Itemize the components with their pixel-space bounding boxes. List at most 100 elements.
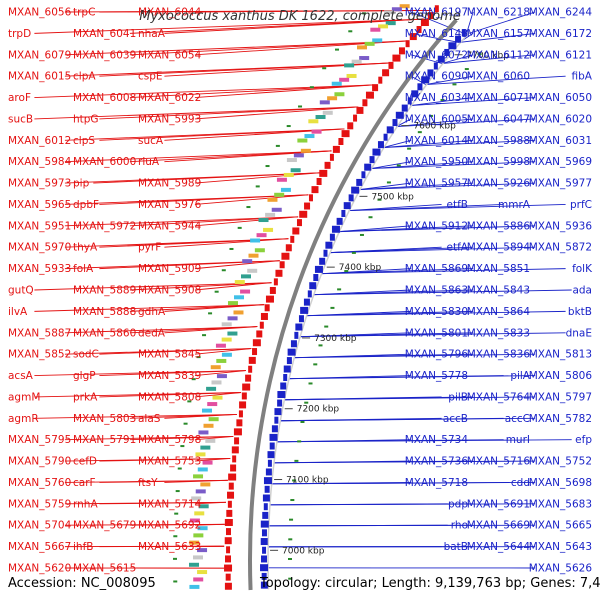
- forward-leader-line: [164, 414, 237, 419]
- marker-tick: [359, 233, 364, 236]
- forward-gene-arrow: [308, 194, 313, 202]
- reverse-gene-arrow: [433, 62, 438, 70]
- reverse-gene-label: MXAN_5864: [467, 306, 531, 318]
- annotation-block: [208, 417, 219, 422]
- reverse-leader-line: [396, 118, 412, 127]
- reverse-gene-label: accB: [443, 413, 468, 425]
- annotation-block: [276, 177, 287, 182]
- forward-leader-line: [194, 172, 320, 184]
- forward-gene-label: MXAN_5989: [138, 178, 201, 190]
- reverse-leader-line: [321, 268, 566, 275]
- reverse-leader-line: [359, 182, 536, 191]
- forward-leader-line: [129, 435, 234, 441]
- reverse-leader-line: [396, 118, 536, 127]
- forward-gene-arrow: [224, 518, 233, 526]
- reverse-gene-arrow: [392, 119, 398, 127]
- annotation-block: [206, 386, 217, 391]
- reverse-leader-line: [383, 139, 412, 148]
- kbp-label: 7200 kbp: [297, 405, 340, 415]
- forward-gene-label: MXAN_5795: [8, 434, 71, 446]
- reverse-gene-arrow: [265, 468, 272, 476]
- reverse-leader-line: [321, 268, 412, 275]
- forward-gene-arrow: [273, 278, 278, 286]
- forward-gene-label: trpD: [8, 28, 31, 40]
- reverse-gene-label: MXAN_6112: [467, 49, 530, 61]
- reverse-gene-arrow: [263, 477, 272, 485]
- reverse-gene-arrow: [287, 348, 296, 356]
- annotation-block: [227, 316, 238, 321]
- reverse-gene-label: MXAN_5797: [529, 391, 592, 403]
- forward-leader-line: [93, 172, 320, 184]
- marker-tick: [337, 288, 342, 291]
- forward-gene-arrow: [398, 47, 405, 55]
- reverse-gene-arrow: [277, 391, 286, 399]
- forward-gene-label: MXAN_5620: [8, 563, 71, 575]
- forward-gene-label: MXAN_6041: [73, 28, 136, 40]
- reverse-leader-line: [313, 289, 412, 296]
- forward-gene-arrow: [362, 99, 368, 107]
- annotation-block: [364, 41, 375, 46]
- reverse-gene-label: folK: [572, 263, 593, 275]
- marker-tick: [322, 67, 327, 70]
- forward-gene-label: MXAN_5845: [138, 349, 201, 361]
- marker-tick: [191, 378, 196, 381]
- reverse-leader-line: [271, 482, 412, 485]
- forward-gene-label: MXAN_5759: [8, 498, 71, 510]
- genome-backbone: [248, 18, 458, 591]
- forward-gene-arrow: [256, 330, 263, 338]
- reverse-leader-line: [466, 11, 536, 35]
- forward-gene-label: MXAN_5760: [8, 477, 71, 489]
- forward-gene-arrow: [260, 312, 268, 320]
- reverse-gene-arrow: [261, 529, 267, 537]
- forward-leader-line: [194, 348, 252, 355]
- marker-tick: [237, 226, 242, 229]
- forward-gene-label: MXAN_5790: [8, 456, 71, 468]
- reverse-gene-arrow: [369, 156, 375, 164]
- reverse-leader-line: [425, 75, 566, 85]
- forward-gene-arrow: [388, 61, 394, 69]
- reverse-gene-arrow: [386, 126, 394, 134]
- forward-leader-line: [64, 40, 406, 56]
- forward-leader-line: [99, 348, 252, 355]
- reverse-gene-label: MXAN_6072: [405, 49, 468, 61]
- annotation-block: [212, 395, 223, 400]
- reverse-leader-line: [288, 375, 412, 380]
- forward-leader-line: [194, 435, 234, 441]
- forward-gene-arrow: [292, 227, 300, 235]
- annotation-block: [378, 24, 389, 29]
- forward-gene-arrow: [252, 339, 261, 347]
- forward-gene-arrow: [290, 235, 295, 243]
- reverse-gene-arrow: [343, 202, 351, 210]
- marker-tick: [288, 558, 293, 561]
- reverse-gene-label: MXAN_5957: [405, 178, 468, 190]
- forward-gene-label: pyrF: [138, 242, 161, 254]
- annotation-block: [263, 227, 274, 232]
- marker-tick: [428, 114, 433, 117]
- annotation-block: [193, 577, 204, 582]
- marker-tick: [255, 185, 260, 188]
- annotation-block: [193, 533, 204, 538]
- reverse-gene-label: MXAN_6034: [405, 92, 469, 104]
- forward-gene-arrow: [269, 286, 276, 294]
- forward-gene-arrow: [378, 76, 383, 84]
- reverse-leader-line: [359, 182, 474, 191]
- forward-gene-arrow: [234, 437, 240, 445]
- forward-gene-label: clpA: [73, 71, 96, 83]
- reverse-gene-label: MXAN_5734: [405, 434, 469, 446]
- annotation-block: [197, 526, 208, 531]
- forward-leader-line: [129, 84, 373, 98]
- forward-leader-line: [194, 84, 373, 98]
- reverse-gene-arrow: [262, 546, 267, 554]
- annotation-block: [385, 21, 396, 26]
- annotation-block: [280, 187, 291, 192]
- reverse-gene-label: etfA: [447, 242, 469, 254]
- marker-tick: [221, 269, 226, 272]
- reverse-gene-arrow: [295, 323, 303, 331]
- reverse-gene-label: MXAN_5843: [467, 285, 530, 297]
- forward-gene-label: MXAN_5888: [73, 306, 136, 318]
- marker-tick: [348, 30, 353, 33]
- forward-gene-label: MXAN_5972: [73, 220, 136, 232]
- reverse-leader-line: [410, 11, 467, 35]
